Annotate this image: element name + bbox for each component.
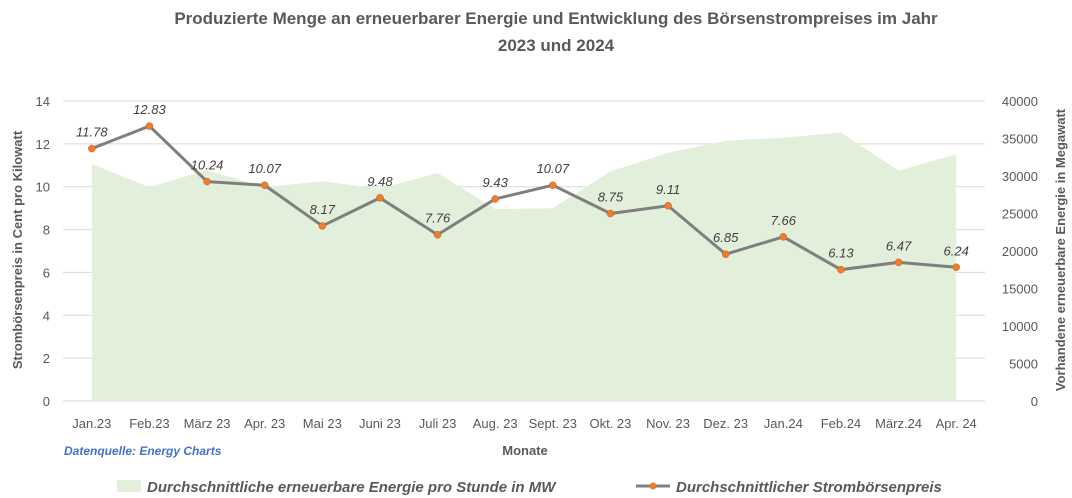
legend-label-area: Durchschnittliche erneuerbare Energie pr… bbox=[147, 479, 557, 496]
x-tick-label: Jan.23 bbox=[72, 416, 111, 431]
data-point bbox=[491, 195, 499, 203]
data-point bbox=[318, 222, 327, 230]
data-source: Datenquelle: Energy Charts bbox=[64, 444, 222, 458]
data-point bbox=[894, 258, 903, 267]
area-series-renewable-energy bbox=[91, 132, 957, 401]
y2-axis-title: Vorhandene erneuerbare Energie in Megawa… bbox=[1053, 108, 1068, 391]
x-tick-label: März 23 bbox=[184, 416, 231, 431]
legend-label-line: Durchschnittlicher Strombörsenpreis bbox=[676, 479, 942, 496]
y2-tick-label: 40000 bbox=[1002, 94, 1038, 109]
y2-tick-label: 30000 bbox=[1002, 169, 1038, 184]
y-tick-label: 14 bbox=[36, 94, 50, 109]
data-label: 7.76 bbox=[425, 211, 451, 226]
data-point bbox=[549, 181, 557, 189]
x-tick-label: Jan.24 bbox=[764, 416, 803, 431]
legend-swatch-area bbox=[117, 480, 141, 492]
x-tick-label: Feb.23 bbox=[129, 416, 169, 431]
y-tick-label: 10 bbox=[36, 180, 50, 195]
y-tick-label: 12 bbox=[36, 137, 50, 152]
data-label: 12.83 bbox=[133, 102, 166, 117]
y2-tick-label: 35000 bbox=[1002, 132, 1038, 147]
data-label: 11.78 bbox=[76, 125, 108, 140]
x-tick-label: März.24 bbox=[875, 416, 922, 431]
data-point bbox=[837, 265, 845, 274]
data-point bbox=[721, 250, 730, 258]
x-tick-label: Nov. 23 bbox=[646, 416, 690, 431]
y-tick-label: 6 bbox=[43, 265, 50, 280]
data-point bbox=[664, 202, 672, 210]
data-label: 9.43 bbox=[483, 175, 509, 190]
data-point bbox=[203, 177, 211, 186]
y2-tick-label: 5000 bbox=[1009, 357, 1038, 372]
data-point bbox=[433, 230, 442, 239]
x-tick-label: Apr. 24 bbox=[936, 416, 977, 431]
x-axis-title: Monate bbox=[502, 443, 548, 458]
data-label: 10.24 bbox=[191, 158, 224, 173]
data-point bbox=[376, 194, 384, 202]
data-point bbox=[145, 122, 154, 130]
y2-tick-label: 10000 bbox=[1002, 319, 1038, 334]
x-tick-label: Juni 23 bbox=[359, 416, 401, 431]
data-label: 6.13 bbox=[828, 246, 854, 261]
x-tick-label: Mai 23 bbox=[303, 416, 342, 431]
data-point bbox=[260, 181, 269, 189]
x-tick-label: Juli 23 bbox=[419, 416, 457, 431]
x-tick-label: Sept. 23 bbox=[529, 416, 577, 431]
y-tick-label: 2 bbox=[43, 351, 50, 366]
y2-tick-label: 20000 bbox=[1002, 244, 1038, 259]
y2-tick-label: 0 bbox=[1031, 394, 1038, 409]
data-label: 10.07 bbox=[537, 161, 570, 176]
y-tick-label: 8 bbox=[43, 223, 50, 238]
y-tick-label: 0 bbox=[43, 394, 50, 409]
x-tick-label: Aug. 23 bbox=[473, 416, 518, 431]
data-label: 10.07 bbox=[248, 161, 281, 176]
data-label: 9.48 bbox=[367, 174, 393, 189]
data-label: 8.17 bbox=[310, 202, 336, 217]
data-label: 8.75 bbox=[598, 190, 624, 205]
y-tick-label: 4 bbox=[43, 308, 50, 323]
chart-title-line-1: Produzierte Menge an erneuerbarer Energi… bbox=[174, 9, 938, 28]
data-label: 6.47 bbox=[886, 238, 912, 253]
x-tick-label: Dez. 23 bbox=[703, 416, 748, 431]
chart-title-line-2: 2023 und 2024 bbox=[498, 36, 615, 55]
data-point bbox=[606, 209, 615, 218]
data-label: 7.66 bbox=[771, 213, 797, 228]
x-tick-label: Okt. 23 bbox=[589, 416, 631, 431]
data-label: 9.11 bbox=[656, 182, 680, 197]
data-label: 6.24 bbox=[944, 243, 969, 258]
data-point bbox=[952, 263, 960, 272]
data-point bbox=[779, 233, 788, 241]
data-label: 6.85 bbox=[713, 230, 739, 245]
data-point bbox=[88, 144, 96, 153]
x-tick-label: Feb.24 bbox=[821, 416, 861, 431]
y2-tick-label: 25000 bbox=[1002, 207, 1038, 222]
legend-marker bbox=[649, 482, 657, 490]
y2-tick-label: 15000 bbox=[1002, 282, 1038, 297]
y-axis-title: Strombörsenpreis in Cent pro Kilowatt bbox=[10, 130, 25, 369]
line-series-price bbox=[91, 124, 957, 272]
x-tick-label: Apr. 23 bbox=[244, 416, 285, 431]
